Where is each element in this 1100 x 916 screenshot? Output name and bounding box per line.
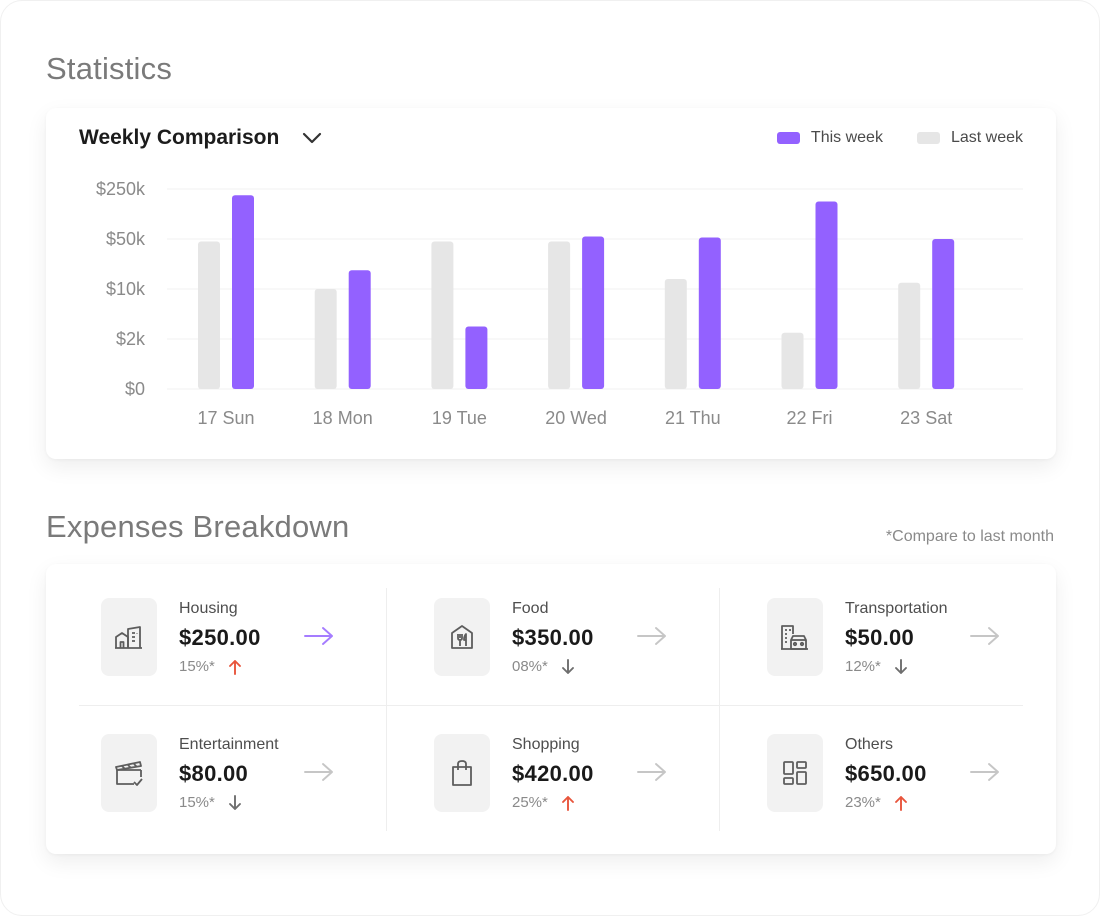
legend-swatch-this-week <box>776 132 800 144</box>
x-tick-label: 19 Tue <box>432 408 487 428</box>
bar-this-week <box>932 239 955 389</box>
expense-amount: $420.00 <box>512 761 594 786</box>
expense-amount: $50.00 <box>845 625 915 650</box>
expense-item-housing[interactable]: Housing $250.00 15%* <box>79 564 386 689</box>
entertainment-icon <box>101 734 157 812</box>
expenses-heading: Expenses Breakdown <box>46 509 350 544</box>
chart-legend: This week Last week <box>743 129 1023 147</box>
bar-this-week <box>232 195 254 389</box>
bar-this-week <box>815 201 838 389</box>
y-tick-label: $250k <box>96 179 146 199</box>
x-tick-label: 17 Sun <box>197 408 254 428</box>
statistics-heading: Statistics <box>46 51 173 86</box>
expense-change: 23%* <box>845 794 908 811</box>
expense-change: 25%* <box>512 794 575 811</box>
arrow-right-icon[interactable] <box>636 625 670 647</box>
compare-note: *Compare to last month <box>885 528 1054 545</box>
weekly-comparison-card: $250k $50k $10k $2k $0 17 Sun 18 Mon 19 Tue 20 W… <box>46 108 1056 459</box>
bar-last-week <box>314 289 337 389</box>
legend-last-week-label: Last week <box>950 129 1023 146</box>
expense-change-value: 15%* <box>179 794 215 811</box>
y-tick-label: $50k <box>106 229 146 249</box>
y-tick-label: $10k <box>106 279 146 299</box>
expense-label: Shopping <box>512 736 580 753</box>
bar-this-week <box>465 326 488 389</box>
arrow-right-icon[interactable] <box>303 625 337 647</box>
expense-label: Food <box>512 600 549 617</box>
expense-change-value: 25%* <box>512 794 548 811</box>
expense-change: 12%* <box>845 658 908 675</box>
arrow-up-icon <box>894 795 908 811</box>
expense-change-value: 12%* <box>845 658 881 675</box>
bar-last-week <box>431 241 454 389</box>
expense-label: Housing <box>179 600 238 617</box>
bar-last-week <box>198 241 220 389</box>
row-divider <box>79 705 1023 706</box>
bar-last-week <box>664 279 687 389</box>
expense-label: Entertainment <box>179 736 279 753</box>
shopping-icon <box>434 734 490 812</box>
x-tick-label: 20 Wed <box>545 408 607 428</box>
bar-last-week <box>548 241 571 389</box>
expense-amount: $350.00 <box>512 625 594 650</box>
expense-change: 15%* <box>179 794 242 811</box>
bar-last-week <box>781 332 804 389</box>
x-tick-label: 21 Thu <box>665 408 721 428</box>
arrow-up-icon <box>561 795 575 811</box>
expense-amount: $80.00 <box>179 761 249 786</box>
expense-amount: $650.00 <box>845 761 927 786</box>
chart-header: Weekly Comparison <box>79 126 323 150</box>
expense-label: Others <box>845 736 894 753</box>
bar-this-week <box>348 270 371 389</box>
y-tick-label: $2k <box>116 329 146 349</box>
weekly-comparison-chart: $250k $50k $10k $2k $0 17 Sun 18 Mon 19 Tue 20 W… <box>96 179 1023 428</box>
column-divider <box>386 588 387 831</box>
arrow-right-icon[interactable] <box>636 761 670 783</box>
column-divider <box>719 588 720 831</box>
legend-swatch-last-week <box>916 132 940 144</box>
transportation-icon <box>767 598 823 676</box>
others-icon <box>767 734 823 812</box>
expense-change-value: 23%* <box>845 794 881 811</box>
bar-this-week <box>698 237 721 389</box>
legend-this-week-label: This week <box>810 129 883 146</box>
chevron-down-icon[interactable] <box>301 127 323 149</box>
expense-item-others[interactable]: Others $650.00 23%* <box>745 700 1052 825</box>
arrow-down-icon <box>228 794 242 811</box>
arrow-down-icon <box>561 658 575 675</box>
expense-item-entertainment[interactable]: Entertainment $80.00 15%* <box>79 700 386 825</box>
arrow-down-icon <box>894 658 908 675</box>
expense-amount: $250.00 <box>179 625 261 650</box>
arrow-right-icon[interactable] <box>969 761 1003 783</box>
expense-change: 08%* <box>512 658 575 675</box>
expense-item-transportation[interactable]: Transportation $50.00 12%* <box>745 564 1052 689</box>
expense-change: 15%* <box>179 658 242 675</box>
chart-title: Weekly Comparison <box>79 126 280 149</box>
expenses-card: Housing $250.00 15%* Food $350.00 08%* Transpo… <box>46 564 1056 854</box>
bar-last-week <box>898 282 921 389</box>
expense-item-shopping[interactable]: Shopping $420.00 25%* <box>412 700 719 825</box>
expense-item-food[interactable]: Food $350.00 08%* <box>412 564 719 689</box>
y-tick-label: $0 <box>125 379 145 399</box>
arrow-up-icon <box>228 659 242 675</box>
legend-this-week: This week <box>776 129 883 147</box>
arrow-right-icon[interactable] <box>303 761 337 783</box>
expense-label: Transportation <box>845 600 948 617</box>
expense-change-value: 08%* <box>512 658 548 675</box>
bar-this-week <box>582 236 605 389</box>
arrow-right-icon[interactable] <box>969 625 1003 647</box>
x-tick-label: 23 Sat <box>900 408 952 428</box>
x-tick-label: 18 Mon <box>313 408 373 428</box>
expense-change-value: 15%* <box>179 658 215 675</box>
x-tick-label: 22 Fri <box>786 408 832 428</box>
housing-icon <box>101 598 157 676</box>
legend-last-week: Last week <box>916 129 1023 147</box>
food-icon <box>434 598 490 676</box>
